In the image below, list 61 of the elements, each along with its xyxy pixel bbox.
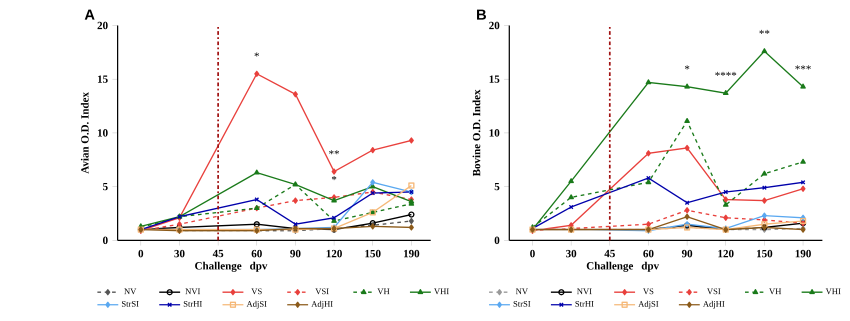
x-tick-label: 190 [404, 250, 420, 258]
x-tick-label: 45 [604, 250, 615, 258]
legend-label: VS [251, 288, 262, 294]
ref-line-label: Challenge [586, 262, 634, 272]
y-tick-label: 0 [494, 236, 500, 244]
x-tick-label: 120 [326, 250, 342, 258]
x-tick-label: 150 [365, 250, 381, 258]
legend-label: VH [769, 288, 782, 294]
annotation: * [684, 65, 690, 70]
y-tick-label: 5 [494, 182, 500, 190]
legend-label: NV [124, 288, 136, 294]
x-tick-label: 190 [796, 250, 811, 258]
legend-label: VHI [826, 288, 841, 294]
x-tick-label: 45 [212, 250, 224, 258]
annotation: ** [759, 30, 770, 34]
x-axis-title: dpv [250, 262, 268, 272]
y-tick-label: 10 [490, 129, 500, 136]
annotation: *** [795, 65, 811, 70]
annotation: ** [329, 150, 340, 154]
y-tick-label: 10 [98, 129, 108, 136]
legend-label: AdjSI [246, 300, 267, 308]
y-tick-label: 5 [103, 182, 108, 190]
legend-label: VSI [315, 288, 329, 294]
legend-label: VHI [434, 288, 449, 294]
annotation: * [332, 176, 336, 180]
x-tick-label: 150 [757, 250, 772, 258]
legend-label: StrSI [514, 300, 530, 307]
y-tick-label: 15 [98, 75, 108, 83]
x-tick-label: 120 [718, 250, 734, 258]
annotation: **** [715, 72, 736, 76]
x-tick-label: 0 [530, 250, 535, 258]
y-tick-label: 20 [489, 22, 500, 30]
x-tick-label: 60 [252, 250, 262, 258]
y-tick-label: 20 [98, 22, 108, 30]
chart-title: B [477, 9, 486, 20]
y-axis-title: Bovine O.D. Index [472, 89, 480, 176]
legend-label: AdjHI [702, 300, 724, 308]
legend-label: NV [516, 288, 528, 294]
y-tick-label: 15 [490, 75, 500, 83]
legend-label: NVI [577, 288, 592, 294]
x-tick-label: 90 [682, 250, 692, 258]
y-axis-title: Avian O.D. Index [80, 92, 89, 174]
legend-label: StrSI [122, 300, 139, 307]
x-tick-label: 90 [290, 250, 301, 258]
legend-label: AdjSI [638, 300, 658, 308]
legend-label: NVI [185, 288, 200, 294]
x-tick-label: 0 [138, 250, 144, 258]
legend-label: StrHI [575, 300, 594, 307]
annotation: * [254, 52, 260, 56]
legend-label: StrHI [184, 300, 202, 307]
chart-title: A [84, 9, 95, 20]
ref-line-label: Challenge [195, 262, 242, 272]
x-tick-label: 60 [643, 250, 654, 258]
legend-label: AdjHI [311, 300, 333, 308]
x-tick-label: 30 [566, 250, 576, 258]
x-axis-title: dpv [642, 262, 660, 272]
x-tick-label: 30 [174, 250, 185, 258]
y-tick-label: 0 [102, 236, 108, 244]
legend-label: VSI [707, 288, 720, 294]
legend-label: VH [377, 288, 390, 294]
legend-label: VS [643, 288, 654, 294]
